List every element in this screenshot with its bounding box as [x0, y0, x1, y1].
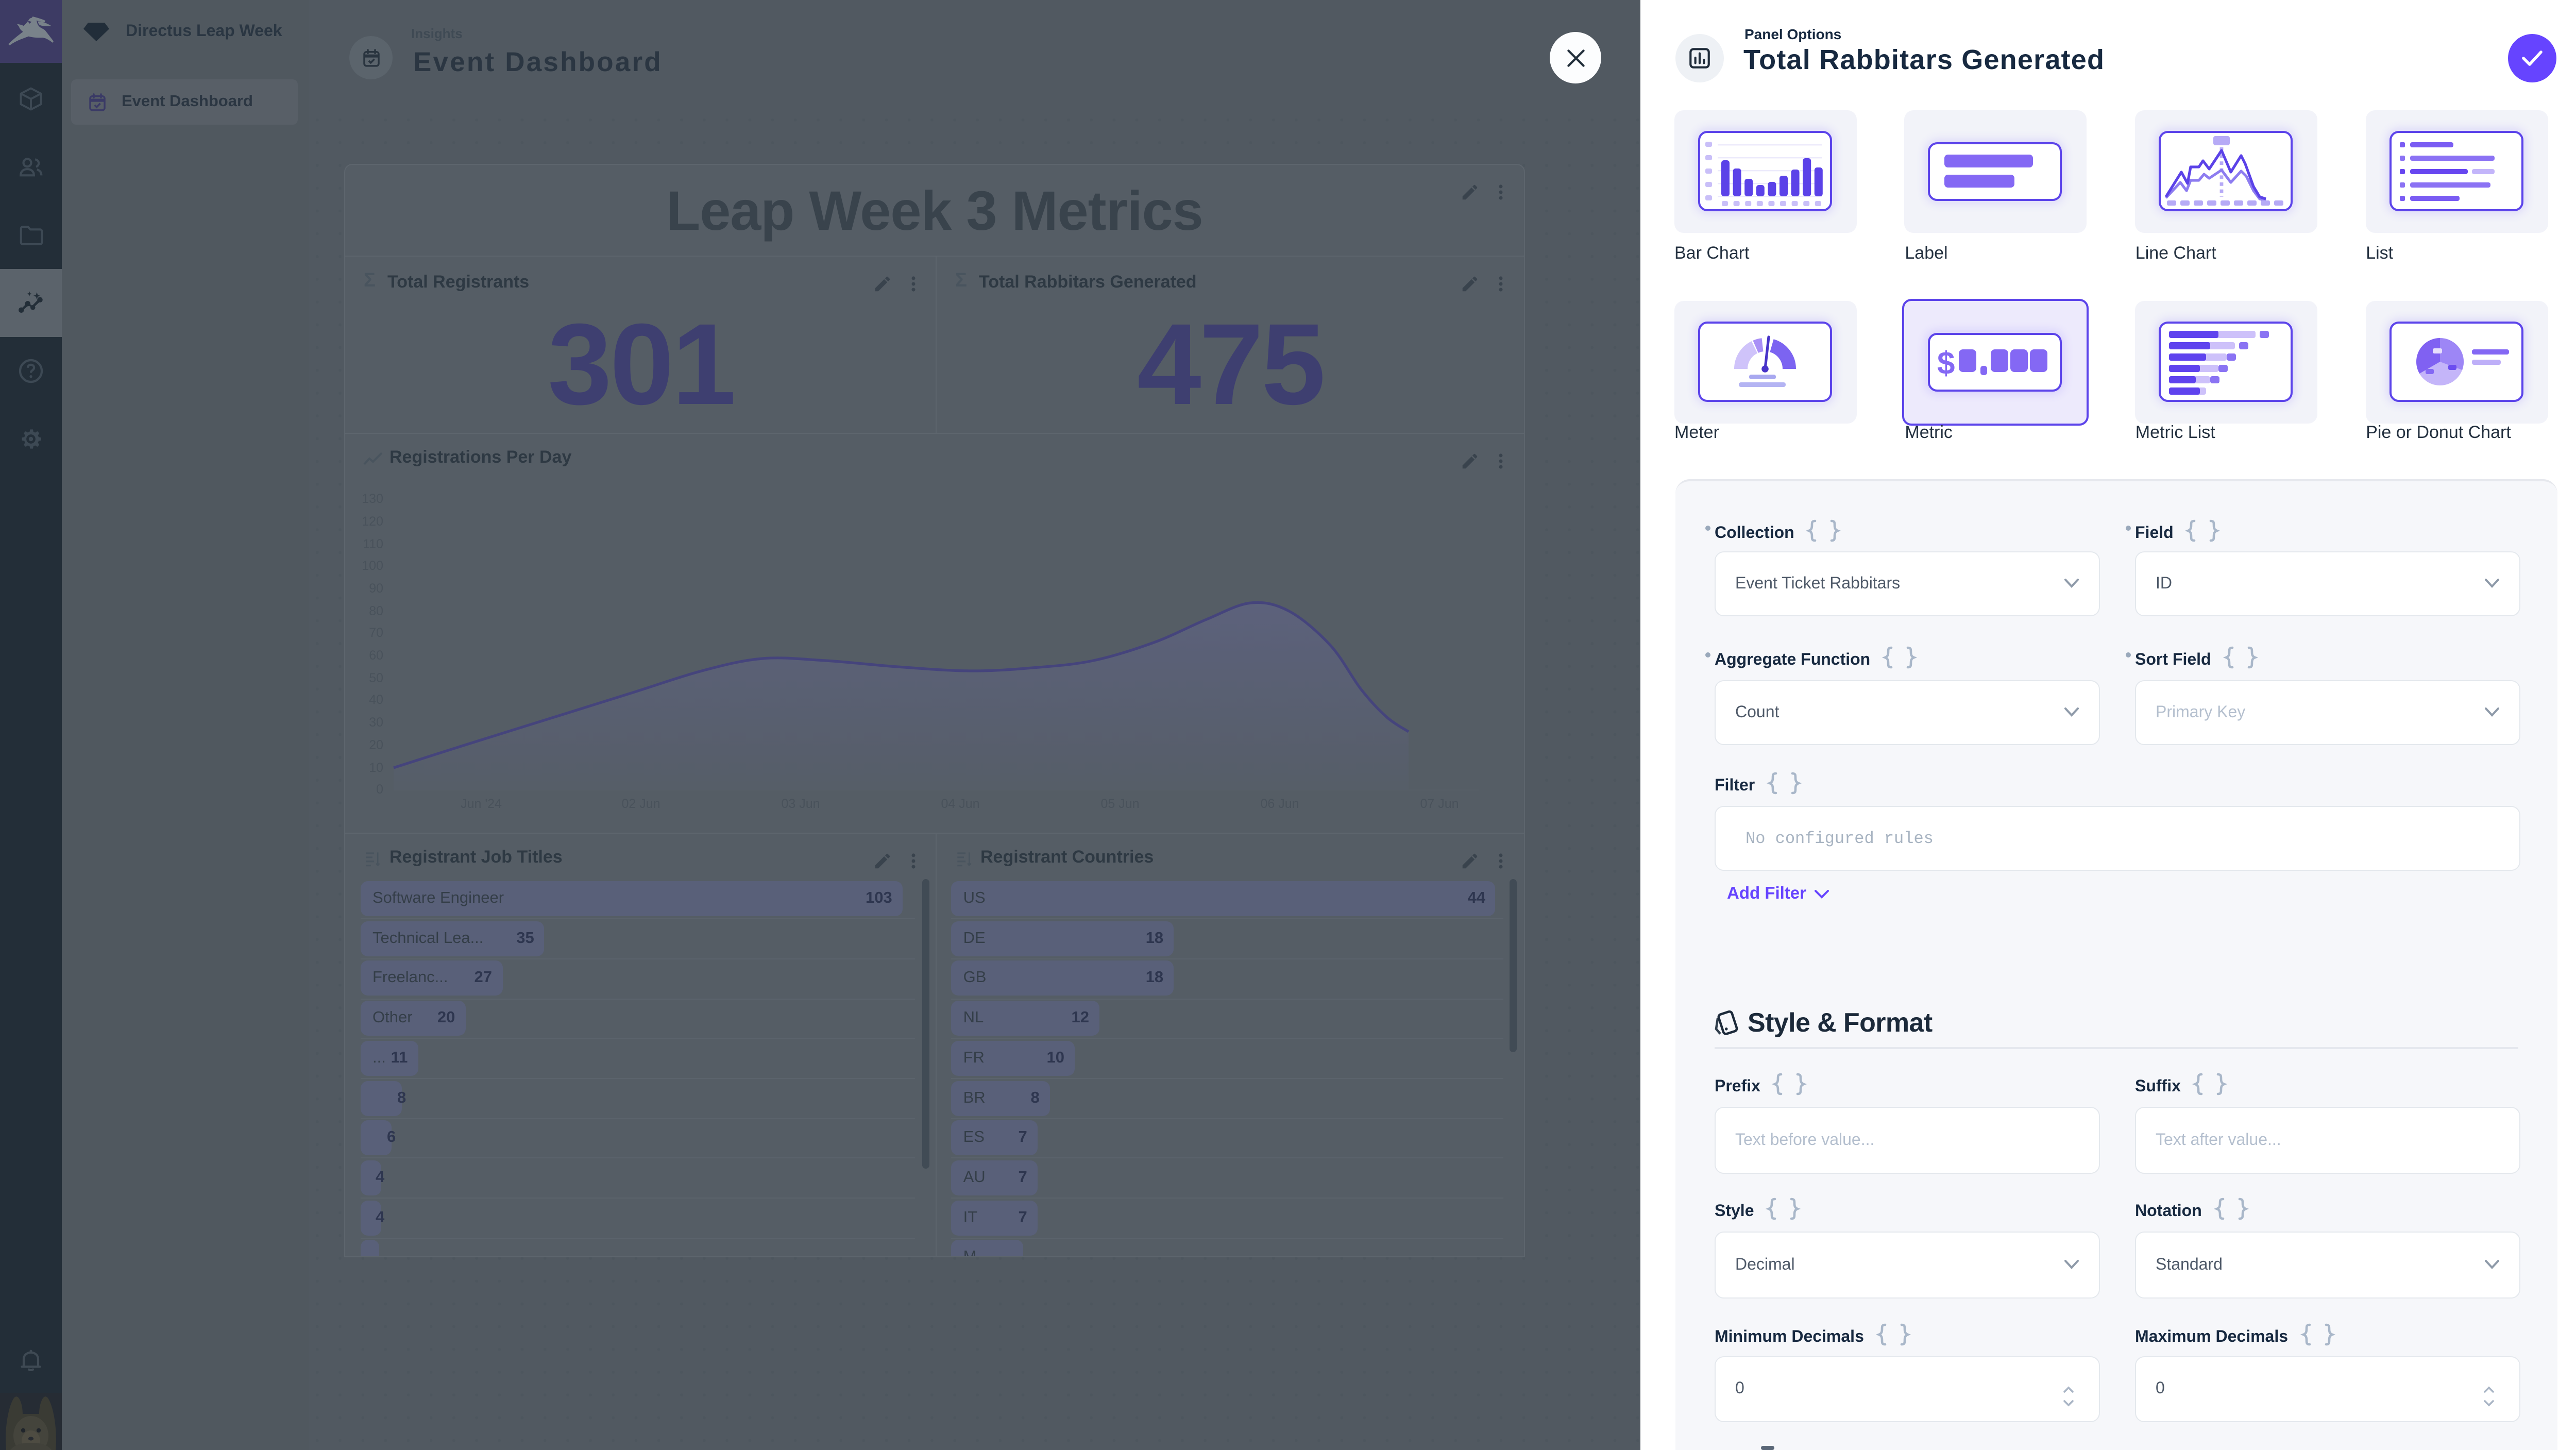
svg-text:$: $ — [1937, 345, 1955, 381]
